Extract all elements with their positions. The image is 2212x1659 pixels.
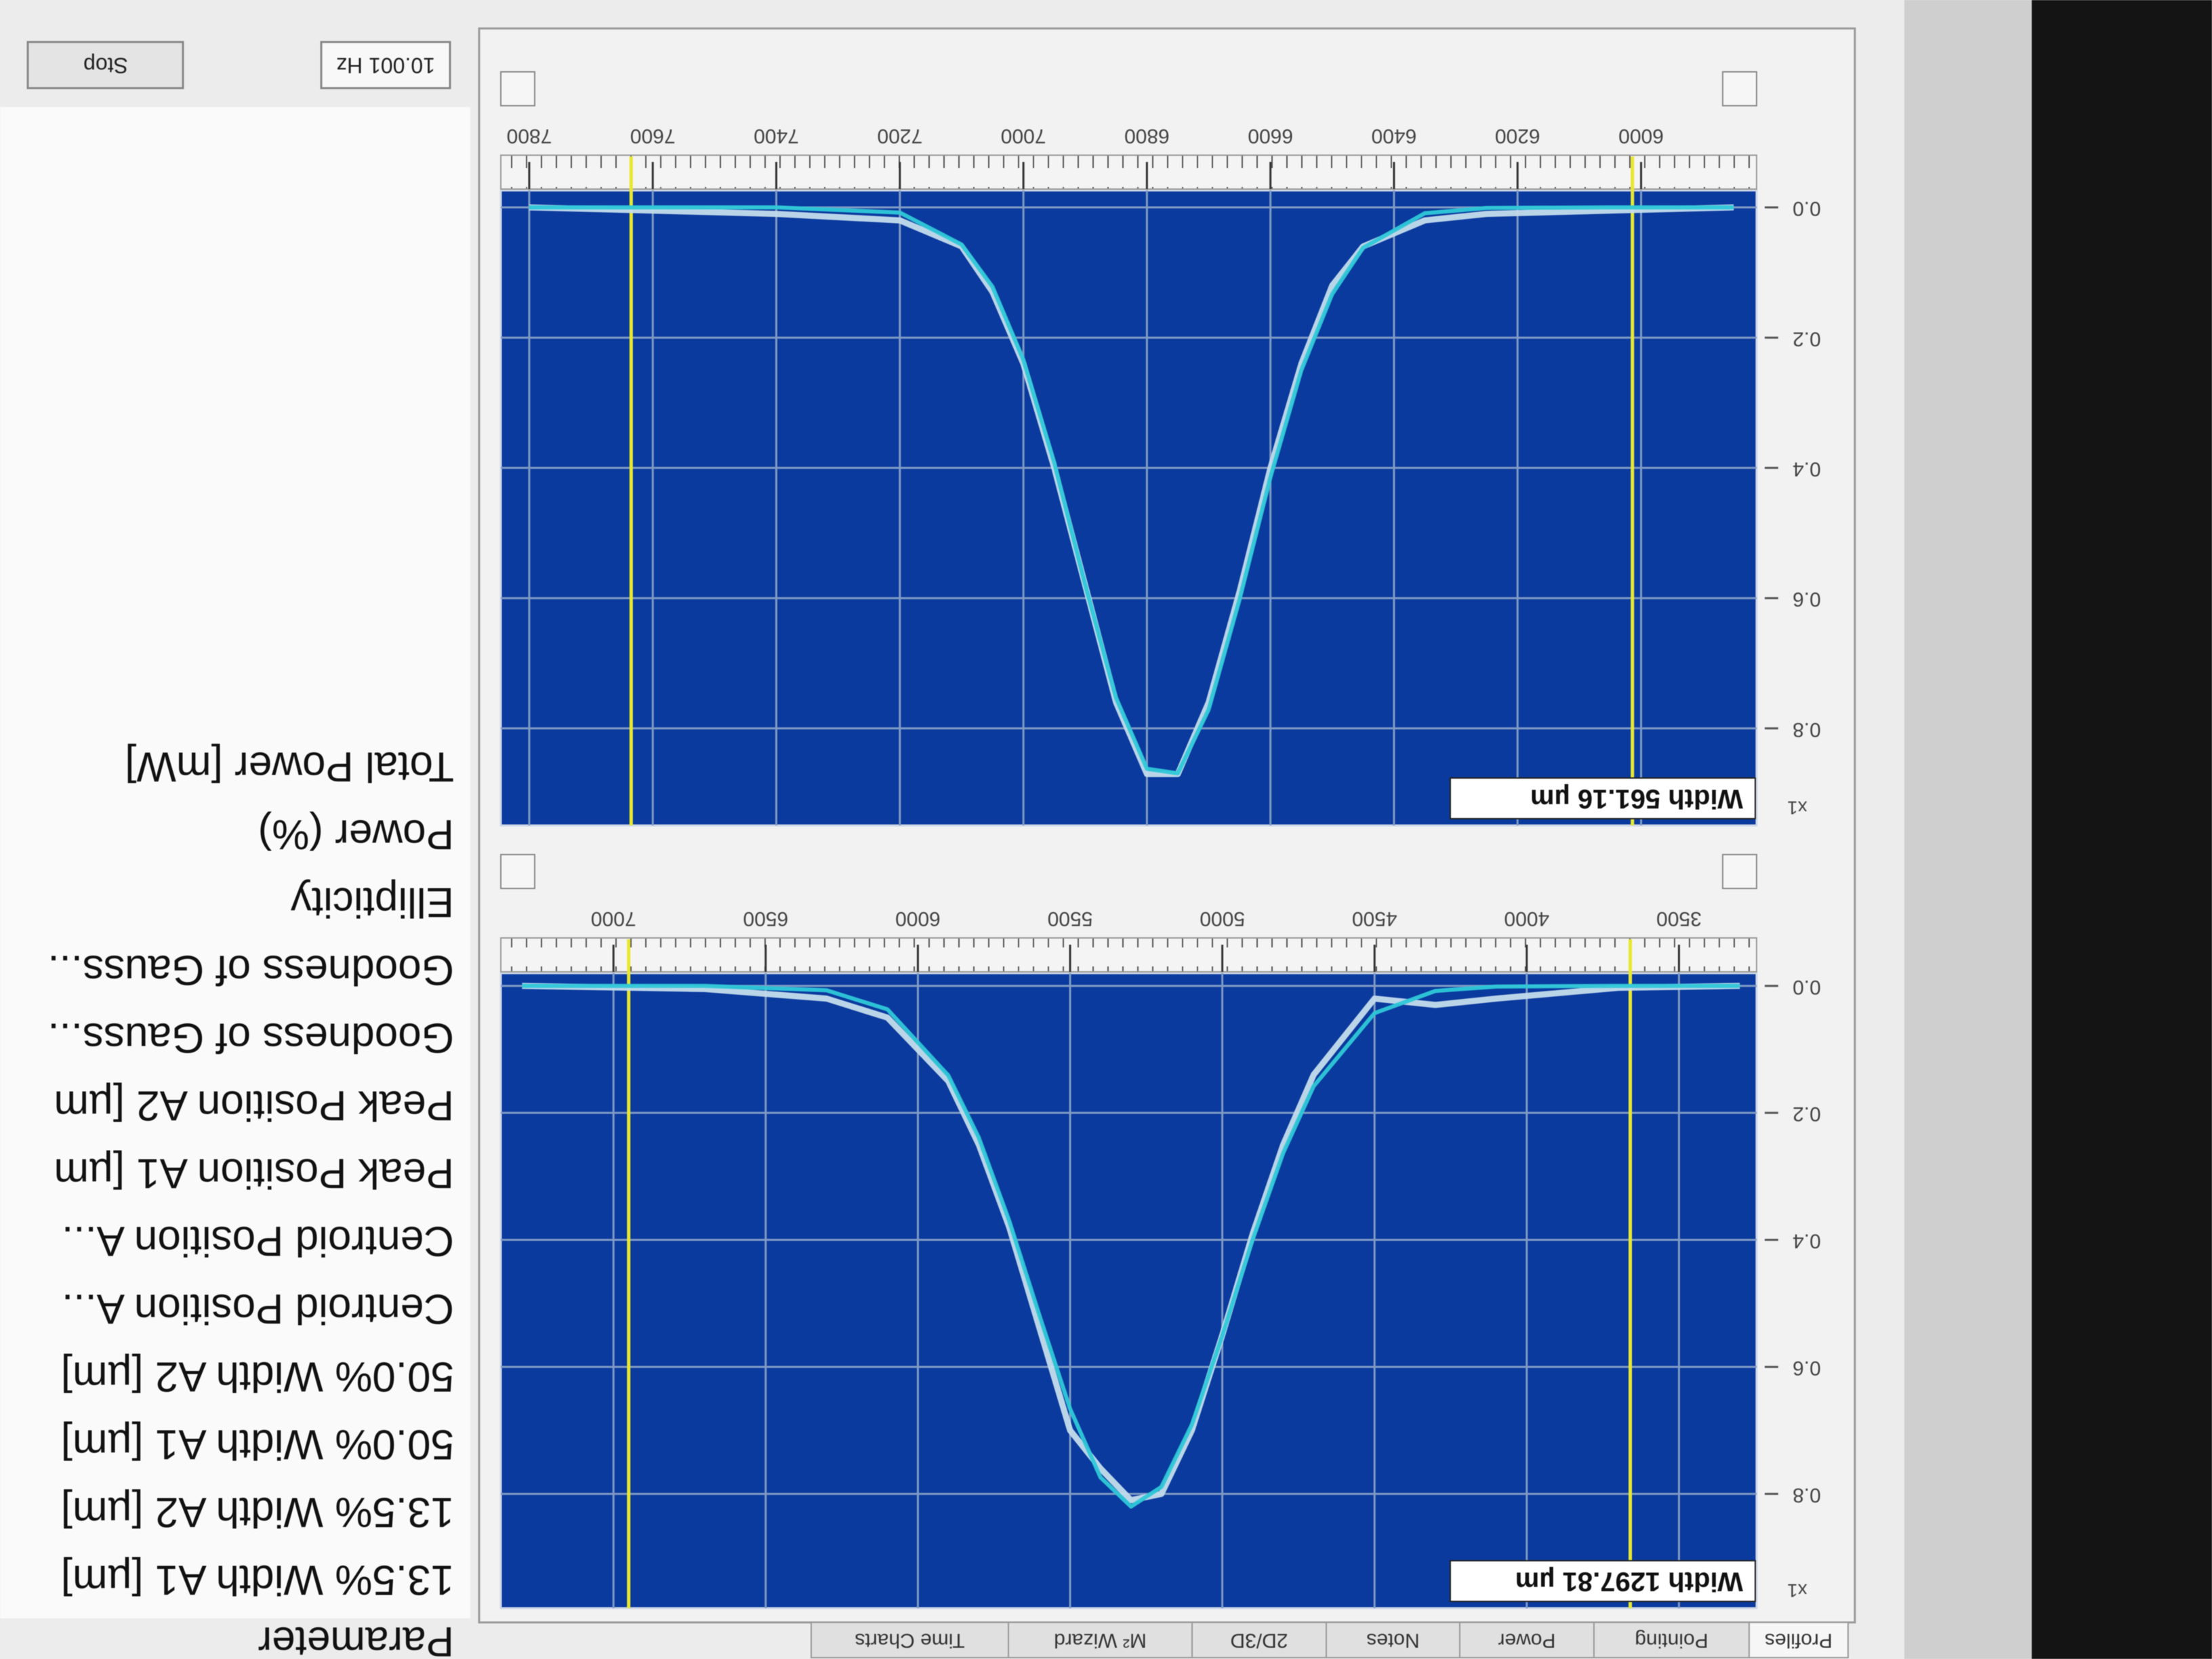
monitor-bezel	[2032, 0, 2212, 1659]
tab[interactable]	[1008, 1622, 1193, 1658]
x-tick-label: 3500	[1656, 907, 1702, 930]
x-tick-label: 7200	[877, 125, 922, 147]
parameter-name: Centroid Position A...	[62, 1218, 454, 1265]
parameter-name: 50.0% Width A1 [µm]	[61, 1421, 454, 1468]
parameter-name: 50.0% Width A2 [µm]	[61, 1353, 454, 1400]
tab[interactable]	[1191, 1622, 1327, 1658]
y-tick-label: 0.0	[1793, 976, 1821, 998]
y-axis-label: x1	[1787, 798, 1807, 819]
x-tick-label: 6000	[895, 907, 941, 930]
tab-label[interactable]: Power	[1498, 1629, 1555, 1652]
parameter-header: Parameter	[258, 1618, 454, 1659]
x-ruler	[500, 155, 1757, 190]
parameter-name: Ellipticity	[291, 879, 454, 926]
x-tick-label: 7000	[591, 907, 636, 930]
plot-area	[499, 189, 1758, 827]
scroll-button[interactable]	[500, 71, 535, 106]
scroll-button[interactable]	[500, 854, 535, 889]
tab-label[interactable]: Notes	[1366, 1629, 1419, 1652]
parameter-name: Goodness of Gauss...	[47, 947, 454, 994]
x-tick-label: 6500	[743, 907, 788, 930]
stop-button[interactable]	[26, 41, 184, 89]
rate-field	[320, 41, 451, 89]
scroll-button[interactable]	[1722, 71, 1757, 106]
x-tick-label: 7600	[630, 125, 676, 147]
x-tick-label: 7000	[1001, 125, 1046, 147]
x-tick-label: 6000	[1618, 125, 1664, 147]
y-tick-label: 0.6	[1793, 1357, 1821, 1379]
x-tick-label: 5500	[1048, 907, 1093, 930]
y-tick-label: 0.8	[1793, 1483, 1821, 1506]
x-tick-label: 7400	[754, 125, 799, 147]
tab-label[interactable]: 2D/3D	[1230, 1629, 1288, 1652]
profile-line	[522, 983, 1740, 1509]
parameter-name: 13.5% Width A1 [µm]	[61, 1557, 454, 1603]
y-tick-label: 0.4	[1793, 457, 1821, 480]
parameter-name: Peak Position A1 [µm	[54, 1150, 454, 1197]
tab-label[interactable]: Profiles	[1765, 1629, 1832, 1652]
x-ruler	[500, 937, 1757, 972]
tab[interactable]	[811, 1622, 1009, 1658]
x-tick-label: 6800	[1124, 125, 1170, 147]
y-tick-label: 0.4	[1793, 1230, 1821, 1252]
plot-area	[499, 972, 1758, 1610]
parameter-panel	[0, 107, 470, 1618]
tab-label[interactable]: M² Wizard	[1054, 1629, 1147, 1652]
annotation-box	[1450, 777, 1756, 819]
tab-label[interactable]: Pointing	[1635, 1629, 1708, 1652]
parameter-name: Peak Position A2 [µm	[54, 1082, 454, 1129]
x-tick-label: 5000	[1200, 907, 1245, 930]
x-tick-label: 4000	[1504, 907, 1549, 930]
annotation: Width 1297.81 µm	[1515, 1566, 1743, 1596]
x-tick-label: 4500	[1352, 907, 1397, 930]
tab[interactable]	[1459, 1622, 1595, 1658]
y-tick-label: 0.6	[1793, 588, 1821, 611]
x-tick-label: 6600	[1248, 125, 1293, 147]
parameter-name: Centroid Position A...	[62, 1286, 454, 1332]
parameter-name: 13.5% Width A2 [µm]	[61, 1489, 454, 1536]
rate-value: 10.001 Hz	[336, 54, 435, 78]
x-tick-label: 7800	[507, 125, 552, 147]
stop-label[interactable]: Stop	[83, 54, 128, 78]
y-tick-label: 0.2	[1793, 327, 1821, 350]
annotation-box	[1450, 1560, 1756, 1602]
x-tick-label: 6200	[1495, 125, 1540, 147]
profile-line	[529, 205, 1734, 776]
tab-label[interactable]: Time Charts	[855, 1629, 964, 1652]
tab[interactable]	[1326, 1622, 1460, 1658]
parameter-name: Total Power [mW]	[125, 743, 454, 790]
scroll-button[interactable]	[1722, 854, 1757, 889]
parameter-name: Power (%)	[258, 811, 454, 858]
monitor-frame	[1904, 0, 2032, 1659]
y-axis-label: x1	[1787, 1580, 1807, 1601]
parameter-name: Goodness of Gauss...	[47, 1015, 454, 1061]
x-tick-label: 6400	[1372, 125, 1417, 147]
annotation: Width 561.16 µm	[1530, 783, 1743, 813]
y-tick-label: 0.8	[1793, 718, 1821, 741]
y-tick-label: 0.0	[1793, 197, 1821, 220]
y-tick-label: 0.2	[1793, 1103, 1821, 1125]
